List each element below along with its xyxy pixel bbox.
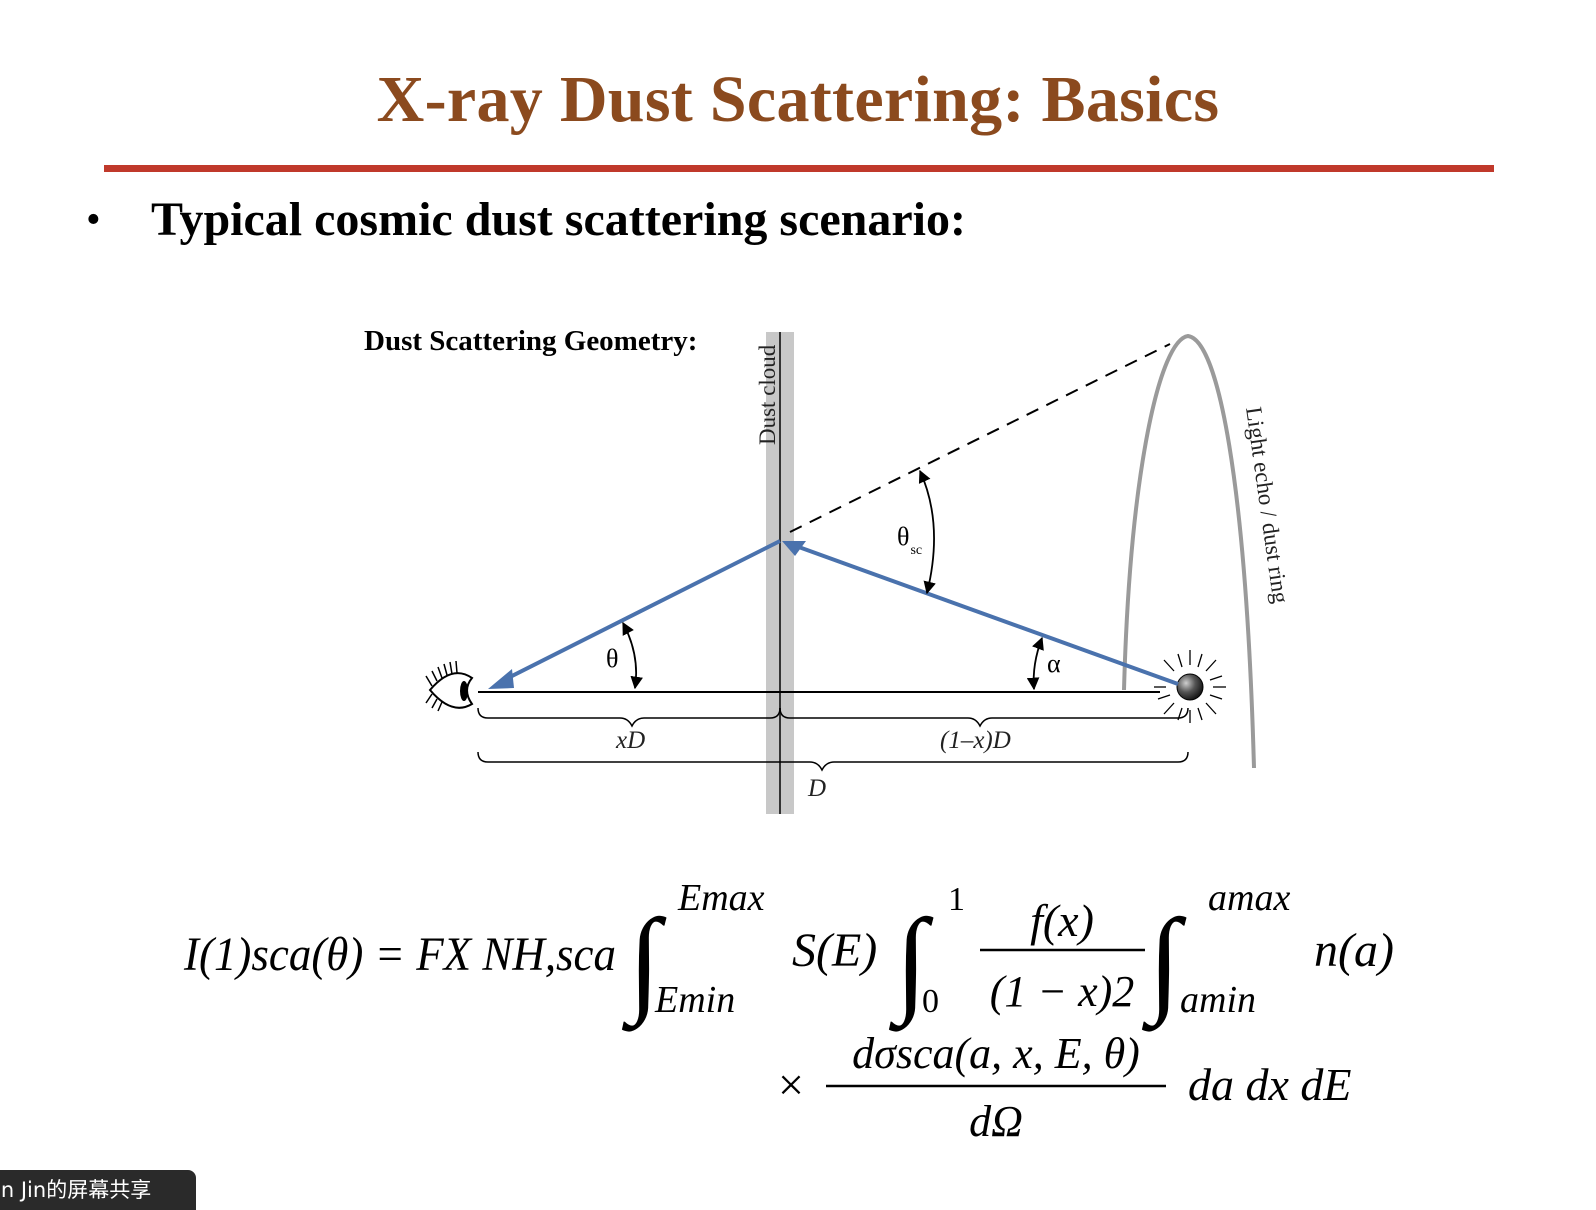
fraction-2-numerator: dσsca(a, x, E, θ) <box>852 1029 1140 1078</box>
scattering-intensity-equation: I(1)sca(θ) = FX NH,sca ∫ Emax Emin S(E) … <box>183 877 1394 1146</box>
screen-share-tag: an Jin的屏幕共享 <box>0 1170 196 1210</box>
x-integral-upper: 1 <box>948 881 965 918</box>
light-echo-ring <box>1122 333 1256 769</box>
size-integral-lower: amin <box>1180 979 1256 1021</box>
xd-brace <box>477 707 781 728</box>
d-label: D <box>807 775 826 802</box>
title-rule <box>104 165 1494 172</box>
x-integral-sign: ∫ <box>888 895 934 1032</box>
bullet-icon: • <box>86 197 101 243</box>
theta-label: θ <box>606 644 618 673</box>
alpha-label: α <box>1047 649 1061 678</box>
theta-sc-arc <box>918 469 936 595</box>
fraction-1-denominator: (1 − x)2 <box>990 967 1135 1016</box>
one-minus-x-d-brace <box>779 707 1189 728</box>
one-minus-x-d-label: (1–x)D <box>940 727 1011 754</box>
bullet-text: Typical cosmic dust scattering scenario: <box>151 193 966 246</box>
spectrum-term: S(E) <box>792 924 877 977</box>
dust-cloud-label: Dust cloud <box>755 344 780 445</box>
size-integral-sign: ∫ <box>1141 895 1187 1032</box>
slide-title: X-ray Dust Scattering: Basics <box>376 63 1220 136</box>
ray-source-to-cloud <box>795 544 1179 686</box>
energy-integral-sign: ∫ <box>621 895 667 1032</box>
equation-lhs: I(1)sca(θ) = FX NH,sca <box>183 928 616 981</box>
d-brace <box>477 751 1189 772</box>
diagram-heading: Dust Scattering Geometry: <box>364 325 697 357</box>
alpha-arc <box>1026 636 1044 691</box>
times-symbol: × <box>778 1059 804 1110</box>
theta-arc <box>622 621 643 690</box>
light-echo-label: Light echo / dust ring <box>1241 405 1293 605</box>
energy-integral-upper: Emax <box>677 877 765 919</box>
ray-arrowhead-cloud <box>782 541 806 556</box>
size-integral-upper: amax <box>1208 877 1290 919</box>
dashed-extension-line <box>789 343 1171 533</box>
eye-icon <box>425 660 474 712</box>
xray-source-icon <box>1154 650 1226 723</box>
ray-cloud-to-observer <box>499 539 781 684</box>
energy-integral-lower: Emin <box>654 979 735 1021</box>
fraction-2-denominator: dΩ <box>969 1097 1023 1146</box>
xd-label: xD <box>615 727 645 754</box>
ray-arrowhead-observer <box>488 669 514 689</box>
fraction-1-numerator: f(x) <box>1030 895 1094 946</box>
x-integral-lower: 0 <box>922 983 939 1020</box>
size-distribution-term: n(a) <box>1314 924 1394 977</box>
differentials-term: da dx dE <box>1188 1059 1352 1110</box>
theta-sc-label: θsc <box>897 522 922 558</box>
